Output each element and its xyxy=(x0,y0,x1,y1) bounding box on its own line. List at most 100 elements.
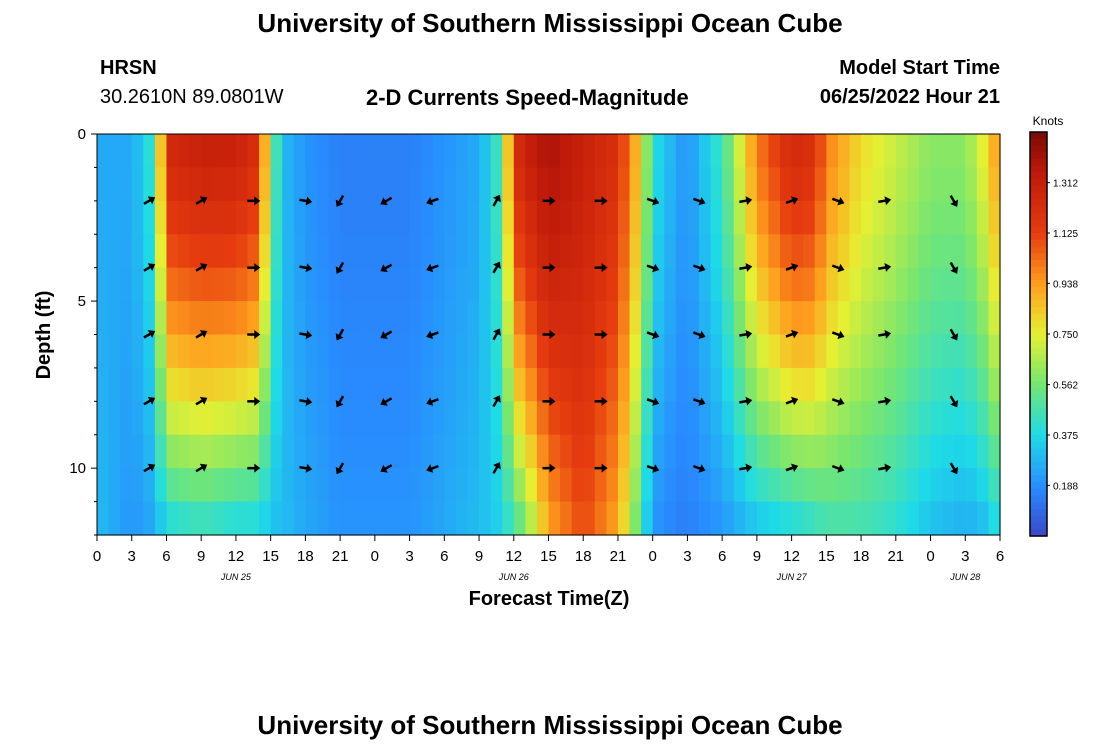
heatmap-cell xyxy=(641,401,654,436)
x-tick-label: 12 xyxy=(228,548,245,565)
arrow-head xyxy=(305,330,313,340)
heatmap-cell xyxy=(282,401,295,436)
heatmap-cell xyxy=(178,234,191,269)
heatmap-cell xyxy=(351,234,364,269)
heatmap-cell xyxy=(282,134,295,169)
heatmap-cell xyxy=(108,401,121,436)
heatmap-cell xyxy=(513,167,526,202)
heatmap-cell xyxy=(780,200,793,235)
heatmap-cell xyxy=(513,301,526,336)
heatmap-cell xyxy=(351,501,364,536)
x-tick-label: 21 xyxy=(887,548,904,565)
heatmap-cell xyxy=(536,167,550,202)
x-tick-label: 3 xyxy=(961,548,969,565)
heatmap-cell xyxy=(316,267,330,302)
heatmap-cell xyxy=(120,501,133,536)
heatmap-cell xyxy=(837,468,851,503)
heatmap-cell xyxy=(791,301,804,336)
arrow-head xyxy=(884,196,892,206)
heatmap-cell xyxy=(710,401,723,436)
x-tick-label: 6 xyxy=(996,548,1004,565)
heatmap-cell xyxy=(293,167,306,202)
heatmap-cell xyxy=(560,234,573,269)
heatmap-cell xyxy=(374,167,388,202)
arrow-head xyxy=(335,266,344,274)
heatmap-cell xyxy=(270,468,283,503)
heatmap-cell xyxy=(942,301,955,336)
arrow-head xyxy=(884,329,892,339)
heatmap-cell xyxy=(710,134,723,169)
heatmap-cell xyxy=(583,167,596,202)
heatmap-cell xyxy=(282,334,295,369)
heatmap-cell xyxy=(282,167,295,202)
heatmap-cell xyxy=(849,401,862,436)
current-arrow xyxy=(646,464,660,473)
heatmap-cell xyxy=(791,401,804,436)
heatmap-cell xyxy=(571,301,584,336)
colorbar-segment xyxy=(1030,253,1047,261)
heatmap-cell xyxy=(444,200,457,235)
heatmap-cell xyxy=(814,234,827,269)
heatmap-cell xyxy=(131,267,144,302)
heatmap-cell xyxy=(120,401,133,436)
heatmap-cell xyxy=(247,367,260,402)
heatmap-cell xyxy=(930,267,943,302)
heatmap-cell xyxy=(328,234,341,269)
heatmap-cell xyxy=(884,434,897,469)
colorbar-segment xyxy=(1030,495,1047,503)
heatmap-cell xyxy=(606,301,619,336)
heatmap-cell xyxy=(617,267,631,302)
heatmap-cell xyxy=(942,501,955,536)
heatmap-cell xyxy=(479,334,492,369)
heatmap-cell xyxy=(733,401,746,436)
heatmap-cell xyxy=(861,401,874,436)
current-arrow xyxy=(426,263,439,273)
heatmap-cell xyxy=(976,367,990,402)
colorbar-tick-label: 1.312 xyxy=(1053,179,1078,190)
heatmap-cell xyxy=(895,234,908,269)
heatmap-cell xyxy=(745,301,758,336)
arrow-head xyxy=(147,463,156,472)
arrow-head xyxy=(493,194,501,203)
heatmap-cell xyxy=(918,401,932,436)
heatmap-cell xyxy=(953,134,966,169)
current-arrow xyxy=(335,395,345,408)
heatmap-cell xyxy=(340,468,353,503)
heatmap-cell xyxy=(942,200,955,235)
heatmap-cell xyxy=(884,234,897,269)
current-arrow xyxy=(380,263,393,273)
heatmap-cell xyxy=(363,401,376,436)
heatmap-cell xyxy=(722,267,735,302)
heatmap-cell xyxy=(131,301,144,336)
current-arrow xyxy=(143,396,156,406)
heatmap-cell xyxy=(849,267,862,302)
heatmap-cell xyxy=(976,301,990,336)
heatmap-cell xyxy=(363,234,376,269)
heatmap-cell xyxy=(745,134,758,169)
heatmap-cell xyxy=(97,134,110,169)
heatmap-cell xyxy=(780,301,793,336)
heatmap-cell xyxy=(976,334,990,369)
heatmap-cell xyxy=(780,468,793,503)
heatmap-cell xyxy=(201,468,214,503)
heatmap-cell xyxy=(837,367,851,402)
heatmap-cell xyxy=(617,367,631,402)
heatmap-cell xyxy=(108,234,121,269)
heatmap-cell xyxy=(918,434,932,469)
colorbar-segment xyxy=(1030,226,1047,234)
heatmap-cell xyxy=(270,434,283,469)
heatmap-cell xyxy=(398,200,411,235)
heatmap-cell xyxy=(374,134,388,169)
heatmap-cell xyxy=(942,167,955,202)
heatmap-cell xyxy=(432,234,445,269)
x-tick-label: 9 xyxy=(753,548,761,565)
heatmap-cell xyxy=(930,334,943,369)
heatmap-cell xyxy=(907,234,920,269)
heatmap-cell xyxy=(398,134,411,169)
heatmap-cell xyxy=(293,334,306,369)
heatmap-cell xyxy=(108,167,121,202)
heatmap-cell xyxy=(409,200,422,235)
heatmap-cell xyxy=(131,367,144,402)
heatmap-cell xyxy=(351,468,364,503)
heatmap-cell xyxy=(293,468,306,503)
